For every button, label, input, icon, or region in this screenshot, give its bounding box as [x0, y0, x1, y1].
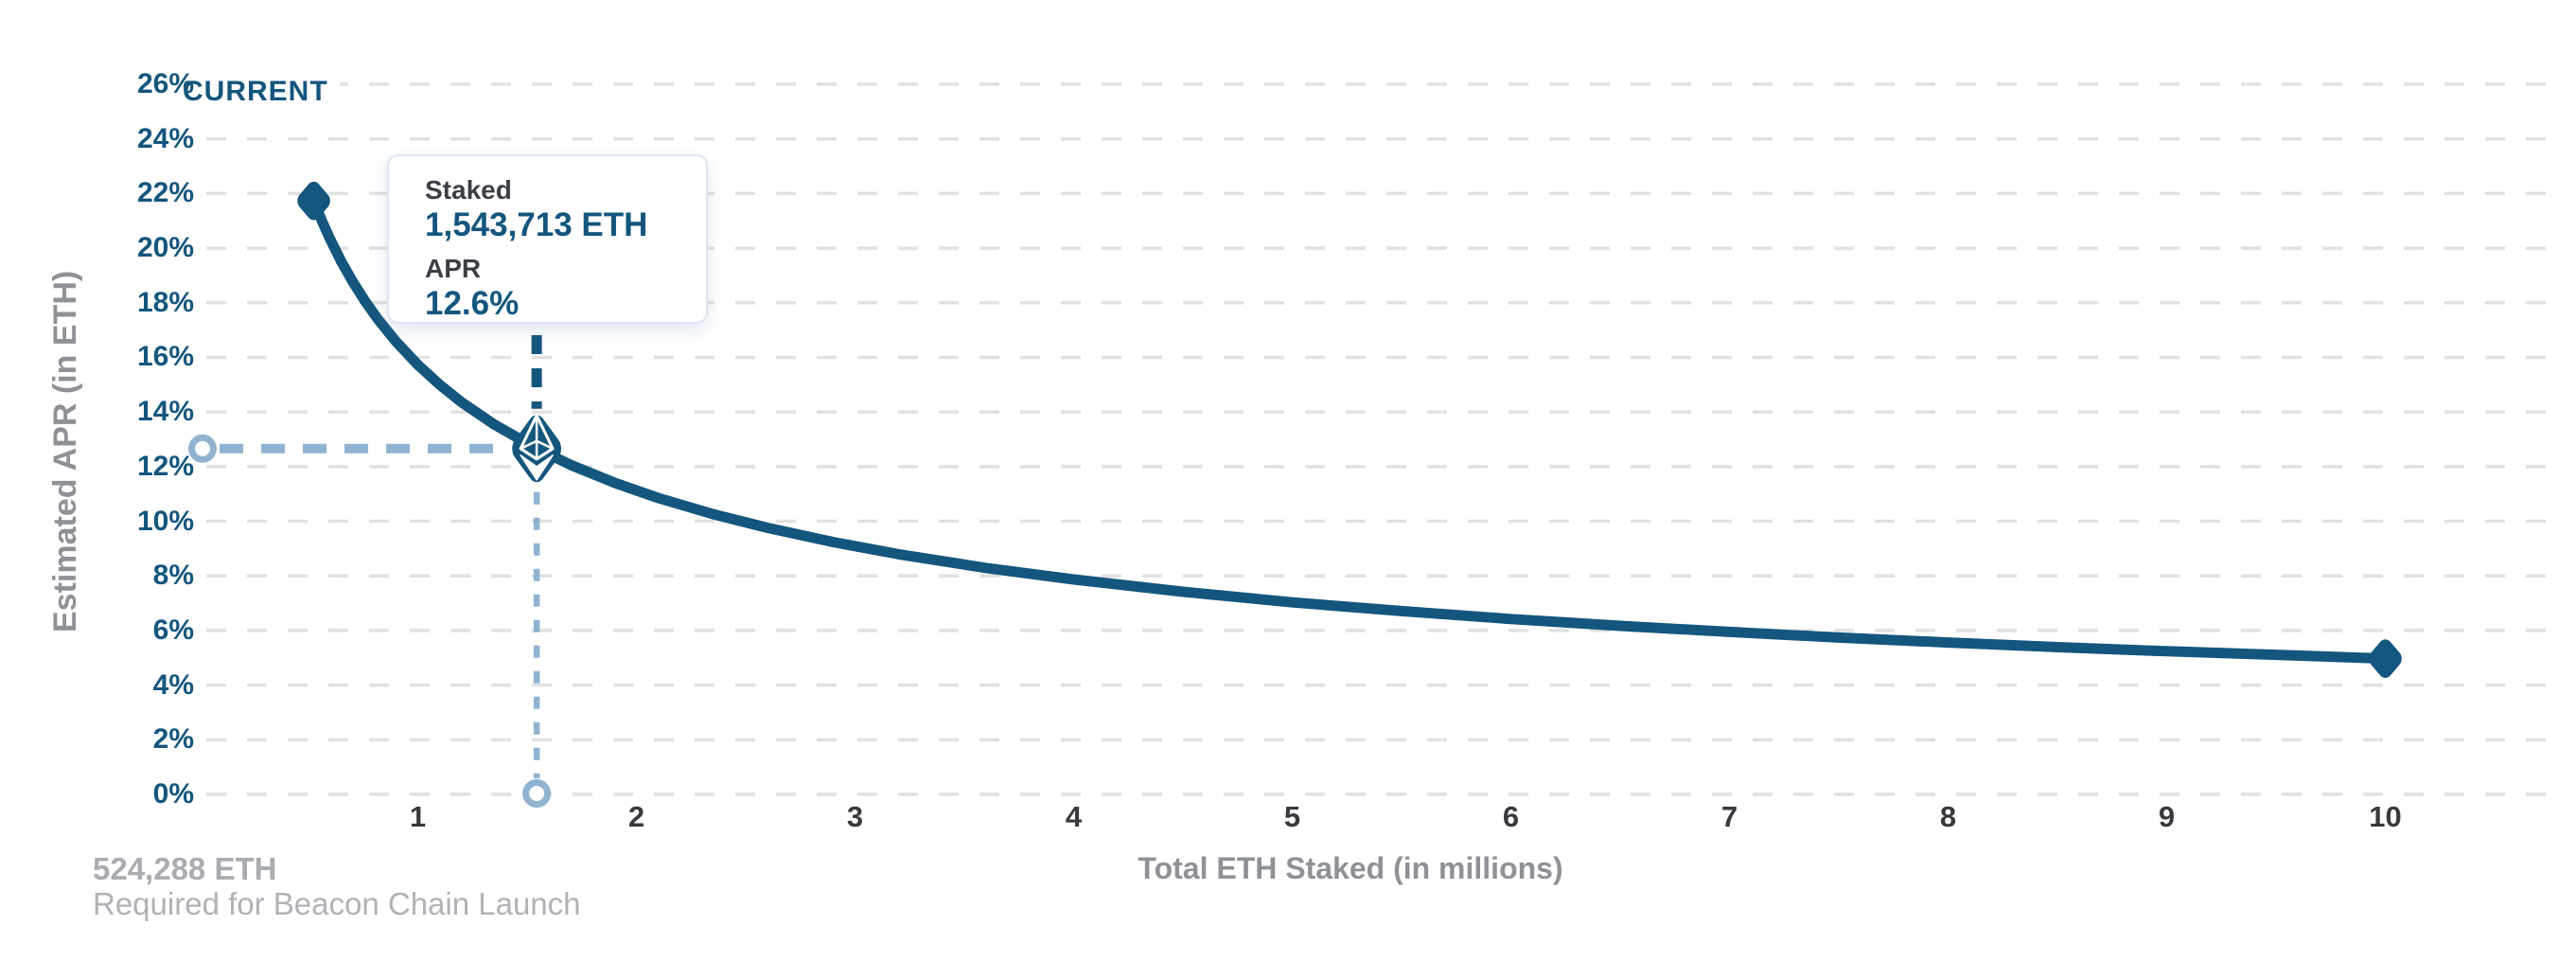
y-tick-label: 14%	[136, 396, 194, 428]
beacon-launch-caption: Required for Beacon Chain Launch	[93, 886, 581, 921]
y-tick-label: 8%	[152, 560, 194, 592]
x-tick-label: 8	[1939, 800, 1957, 833]
staked-axis-ring	[522, 779, 552, 808]
x-tick-label: 5	[1283, 800, 1301, 833]
apr-curve[interactable]	[309, 195, 2391, 665]
y-tick-label: 0%	[152, 778, 194, 810]
beacon-launch-annotation: 524,288 ETH Required for Beacon Chain La…	[93, 851, 581, 921]
beacon-launch-eth-amount: 524,288 ETH	[93, 851, 277, 886]
tooltip: Staked 1,543,713 ETH APR 12.6%	[387, 154, 708, 324]
y-tick-label: 18%	[136, 286, 194, 318]
x-tick-label: 3	[846, 800, 864, 833]
x-axis-title: Total ETH Staked (in millions)	[1138, 851, 1563, 885]
y-tick-label: 24%	[136, 122, 194, 154]
tooltip-staked-value: 1,543,713 ETH	[425, 206, 648, 243]
apr-axis-ring	[188, 434, 217, 463]
y-tick-label: 4%	[152, 668, 194, 701]
y-tick-label: 16%	[136, 341, 194, 373]
y-axis-title-text: Estimated APR (in ETH)	[47, 270, 83, 632]
x-tick-label: 6	[1502, 800, 1520, 833]
curve-endpoint-marker	[297, 181, 330, 221]
tooltip-staked-label: Staked	[425, 175, 512, 205]
y-tick-label: 26%	[136, 68, 194, 99]
curve-endpoint-marker	[2369, 639, 2402, 678]
x-tick-label: 10	[2369, 800, 2402, 833]
y-tick-label: 22%	[136, 177, 194, 209]
x-tick-label: 9	[2158, 800, 2176, 833]
y-tick-label: 2%	[152, 723, 194, 756]
x-tick-label: 1	[409, 800, 427, 833]
y-tick-label: 12%	[136, 450, 194, 482]
tooltip-apr-label: APR	[425, 254, 482, 283]
x-tick-label: 4	[1065, 800, 1083, 833]
x-tick-label: 2	[627, 800, 645, 833]
y-tick-label: 6%	[152, 614, 194, 646]
tooltip-apr-value: 12.6%	[425, 285, 520, 322]
y-tick-label: 10%	[136, 505, 194, 537]
y-axis-tick-labels: 0% 2% 4% 6% 8% 10% 12% 14% 16% 18% 20% 22% 24% 26%	[0, 0, 194, 979]
ethereum-icon	[519, 414, 555, 481]
current-label: CURRENT	[181, 74, 340, 110]
x-tick-label: 7	[1720, 800, 1738, 833]
y-tick-label: 20%	[136, 232, 194, 264]
